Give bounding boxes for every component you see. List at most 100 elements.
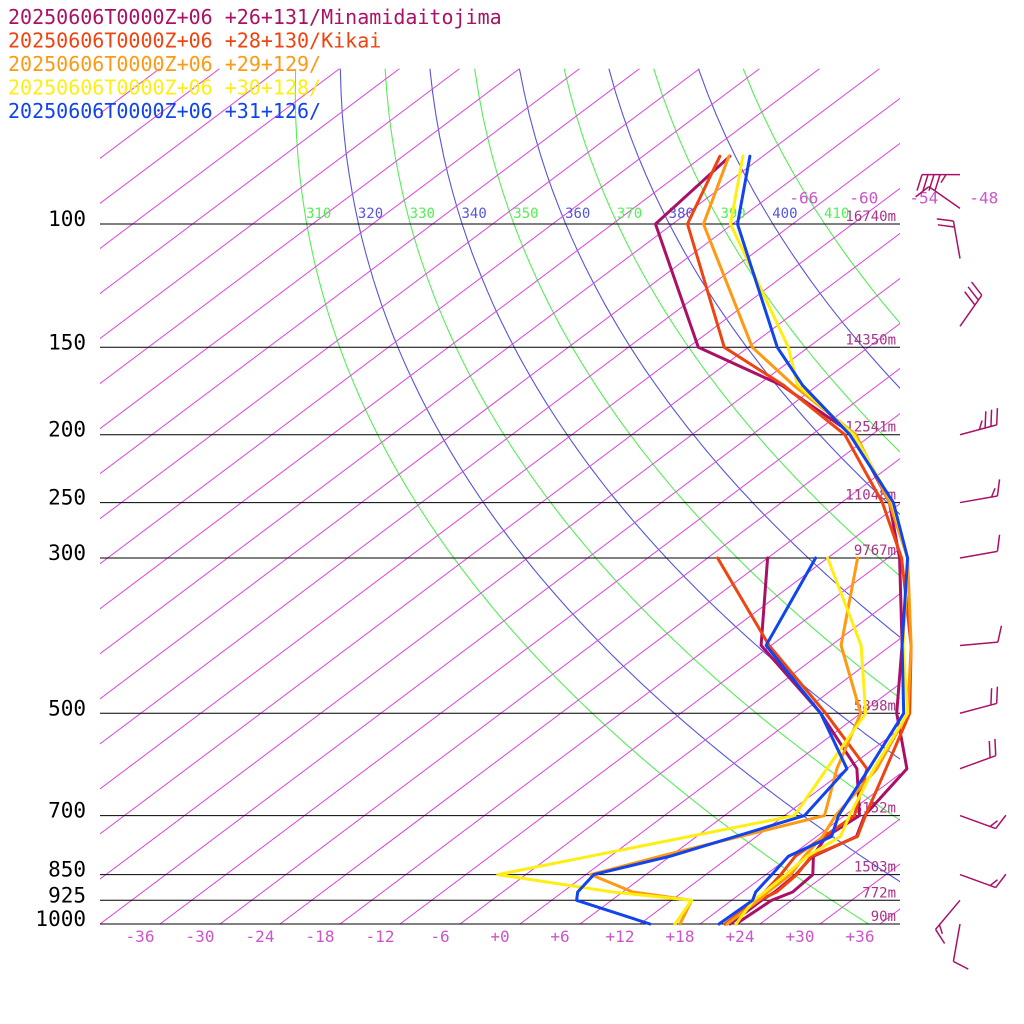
- barb-feather-8: [990, 688, 993, 706]
- barb-feather-2: [937, 224, 955, 228]
- sounding-series: [496, 154, 913, 926]
- isotherm--28: [219, 412, 900, 924]
- barb-feather-11: [989, 879, 998, 887]
- isotherm--10: [399, 548, 900, 924]
- isotherm--82: [100, 68, 820, 610]
- isotherm--106: [100, 68, 580, 430]
- temperature-line-4: [717, 154, 910, 926]
- isotherm--22: [279, 457, 900, 924]
- barb-feather-12: [934, 929, 946, 944]
- legend-entry-2: 20250606T0000Z+06 +29+129/: [8, 52, 321, 76]
- dry-adiabat-370: [563, 68, 900, 577]
- isotherm--46: [100, 277, 900, 880]
- wind-barb-11: [959, 873, 1007, 889]
- temp-tick-+18: +18: [666, 927, 695, 946]
- barb-feather-4: [990, 409, 993, 427]
- temp-tick-+6: +6: [550, 927, 569, 946]
- legend-entry-0: 20250606T0000Z+06 +26+131/Minamidaitojim…: [8, 5, 502, 29]
- barb-feather-0: [940, 174, 947, 184]
- barb-staff-3: [959, 294, 983, 327]
- theta-label-410: 410: [824, 206, 849, 222]
- isotherm-label--60: -60: [849, 189, 878, 208]
- barb-staff-9: [959, 755, 996, 770]
- isotherm--16: [339, 503, 900, 924]
- height-label-300: 9767m: [854, 543, 896, 559]
- legend-entry-1: 20250606T0000Z+06 +28+130/Kikai: [8, 29, 381, 53]
- wind-barb-6: [959, 534, 1001, 559]
- theta-label-340: 340: [461, 206, 486, 222]
- pressure-label-250: 250: [48, 486, 86, 510]
- isotherm--34: [159, 367, 900, 924]
- wind-barb-8: [959, 686, 999, 715]
- temp-tick-+24: +24: [726, 927, 755, 946]
- dry-adiabat-380: [608, 68, 900, 516]
- pressure-label-150: 150: [48, 330, 86, 354]
- barb-feather-11: [995, 873, 1007, 889]
- height-label-200: 12541m: [845, 420, 896, 436]
- barb-staff-1: [928, 186, 961, 210]
- height-label-925: 772m: [862, 885, 896, 901]
- wind-barb-9: [959, 738, 997, 770]
- temp-tick--12: -12: [366, 927, 395, 946]
- theta-label-330: 330: [410, 206, 435, 222]
- barb-feather-7: [997, 625, 1003, 643]
- theta-label-310: 310: [306, 206, 331, 222]
- barb-staff-13: [952, 923, 961, 962]
- pressure-label-925: 925: [48, 883, 86, 907]
- dewpoint-line-4: [575, 556, 849, 926]
- barb-feather-10: [995, 814, 1007, 830]
- isotherm--70: [100, 97, 900, 700]
- isotherm--76: [100, 68, 880, 655]
- isotherm--4: [459, 593, 900, 924]
- barb-staff-11: [959, 873, 996, 889]
- isotherm--52: [100, 232, 900, 835]
- height-label-1000: 90m: [871, 909, 896, 925]
- barb-feather-4: [995, 408, 999, 425]
- height-label-700: 3152m: [854, 801, 896, 817]
- barb-feather-4: [978, 420, 983, 430]
- dry-adiabat-320: [339, 68, 900, 883]
- isotherm-2: [519, 638, 900, 924]
- barb-feather-0: [916, 174, 923, 191]
- dewpoint-line-2: [589, 556, 863, 926]
- barb-feather-5: [990, 487, 996, 498]
- barb-staff-6: [959, 550, 998, 559]
- theta-label-350: 350: [513, 206, 538, 222]
- legend-entry-4: 20250606T0000Z+06 +31+126/: [8, 99, 321, 123]
- barb-feather-5: [996, 479, 1001, 497]
- wind-barb-10: [959, 814, 1007, 830]
- isotherm--160: [0, 69, 39, 939]
- isotherm--136: [100, 68, 280, 205]
- isotherm--142: [100, 68, 220, 159]
- barb-feather-3: [964, 291, 976, 306]
- legend-entry-3: 20250606T0000Z+06 +30+128/: [8, 76, 321, 100]
- temp-tick--24: -24: [246, 927, 275, 946]
- temp-tick--36: -36: [126, 927, 155, 946]
- barb-feather-12: [938, 924, 944, 935]
- barb-feather-6: [996, 534, 1001, 552]
- pressure-label-500: 500: [48, 696, 86, 720]
- isotherm-14: [639, 728, 900, 924]
- dry-adiabat-340: [429, 68, 900, 760]
- barb-staff-8: [959, 702, 997, 715]
- isotherm-label--66: -66: [789, 189, 818, 208]
- barb-staff-4: [959, 424, 997, 436]
- temp-tick-+12: +12: [606, 927, 635, 946]
- dry-adiabat-360: [518, 68, 900, 638]
- barb-feather-13: [953, 960, 969, 970]
- barb-staff-7: [959, 641, 998, 647]
- isotherm-label--54: -54: [909, 189, 938, 208]
- barb-feather-3: [967, 286, 979, 301]
- isobar-lines: [100, 223, 900, 925]
- legend: 20250606T0000Z+06 +26+131/Minamidaitojim…: [8, 5, 502, 123]
- barb-feather-9: [994, 738, 997, 756]
- theta-label-380: 380: [669, 206, 694, 222]
- barb-staff-10: [959, 814, 996, 830]
- pressure-label-700: 700: [48, 799, 86, 823]
- temp-tick--6: -6: [430, 927, 449, 946]
- barb-feather-1: [915, 186, 930, 198]
- wind-barb-12: [934, 899, 961, 944]
- height-label-150: 14350m: [845, 332, 896, 348]
- wind-barb-1: [915, 186, 961, 210]
